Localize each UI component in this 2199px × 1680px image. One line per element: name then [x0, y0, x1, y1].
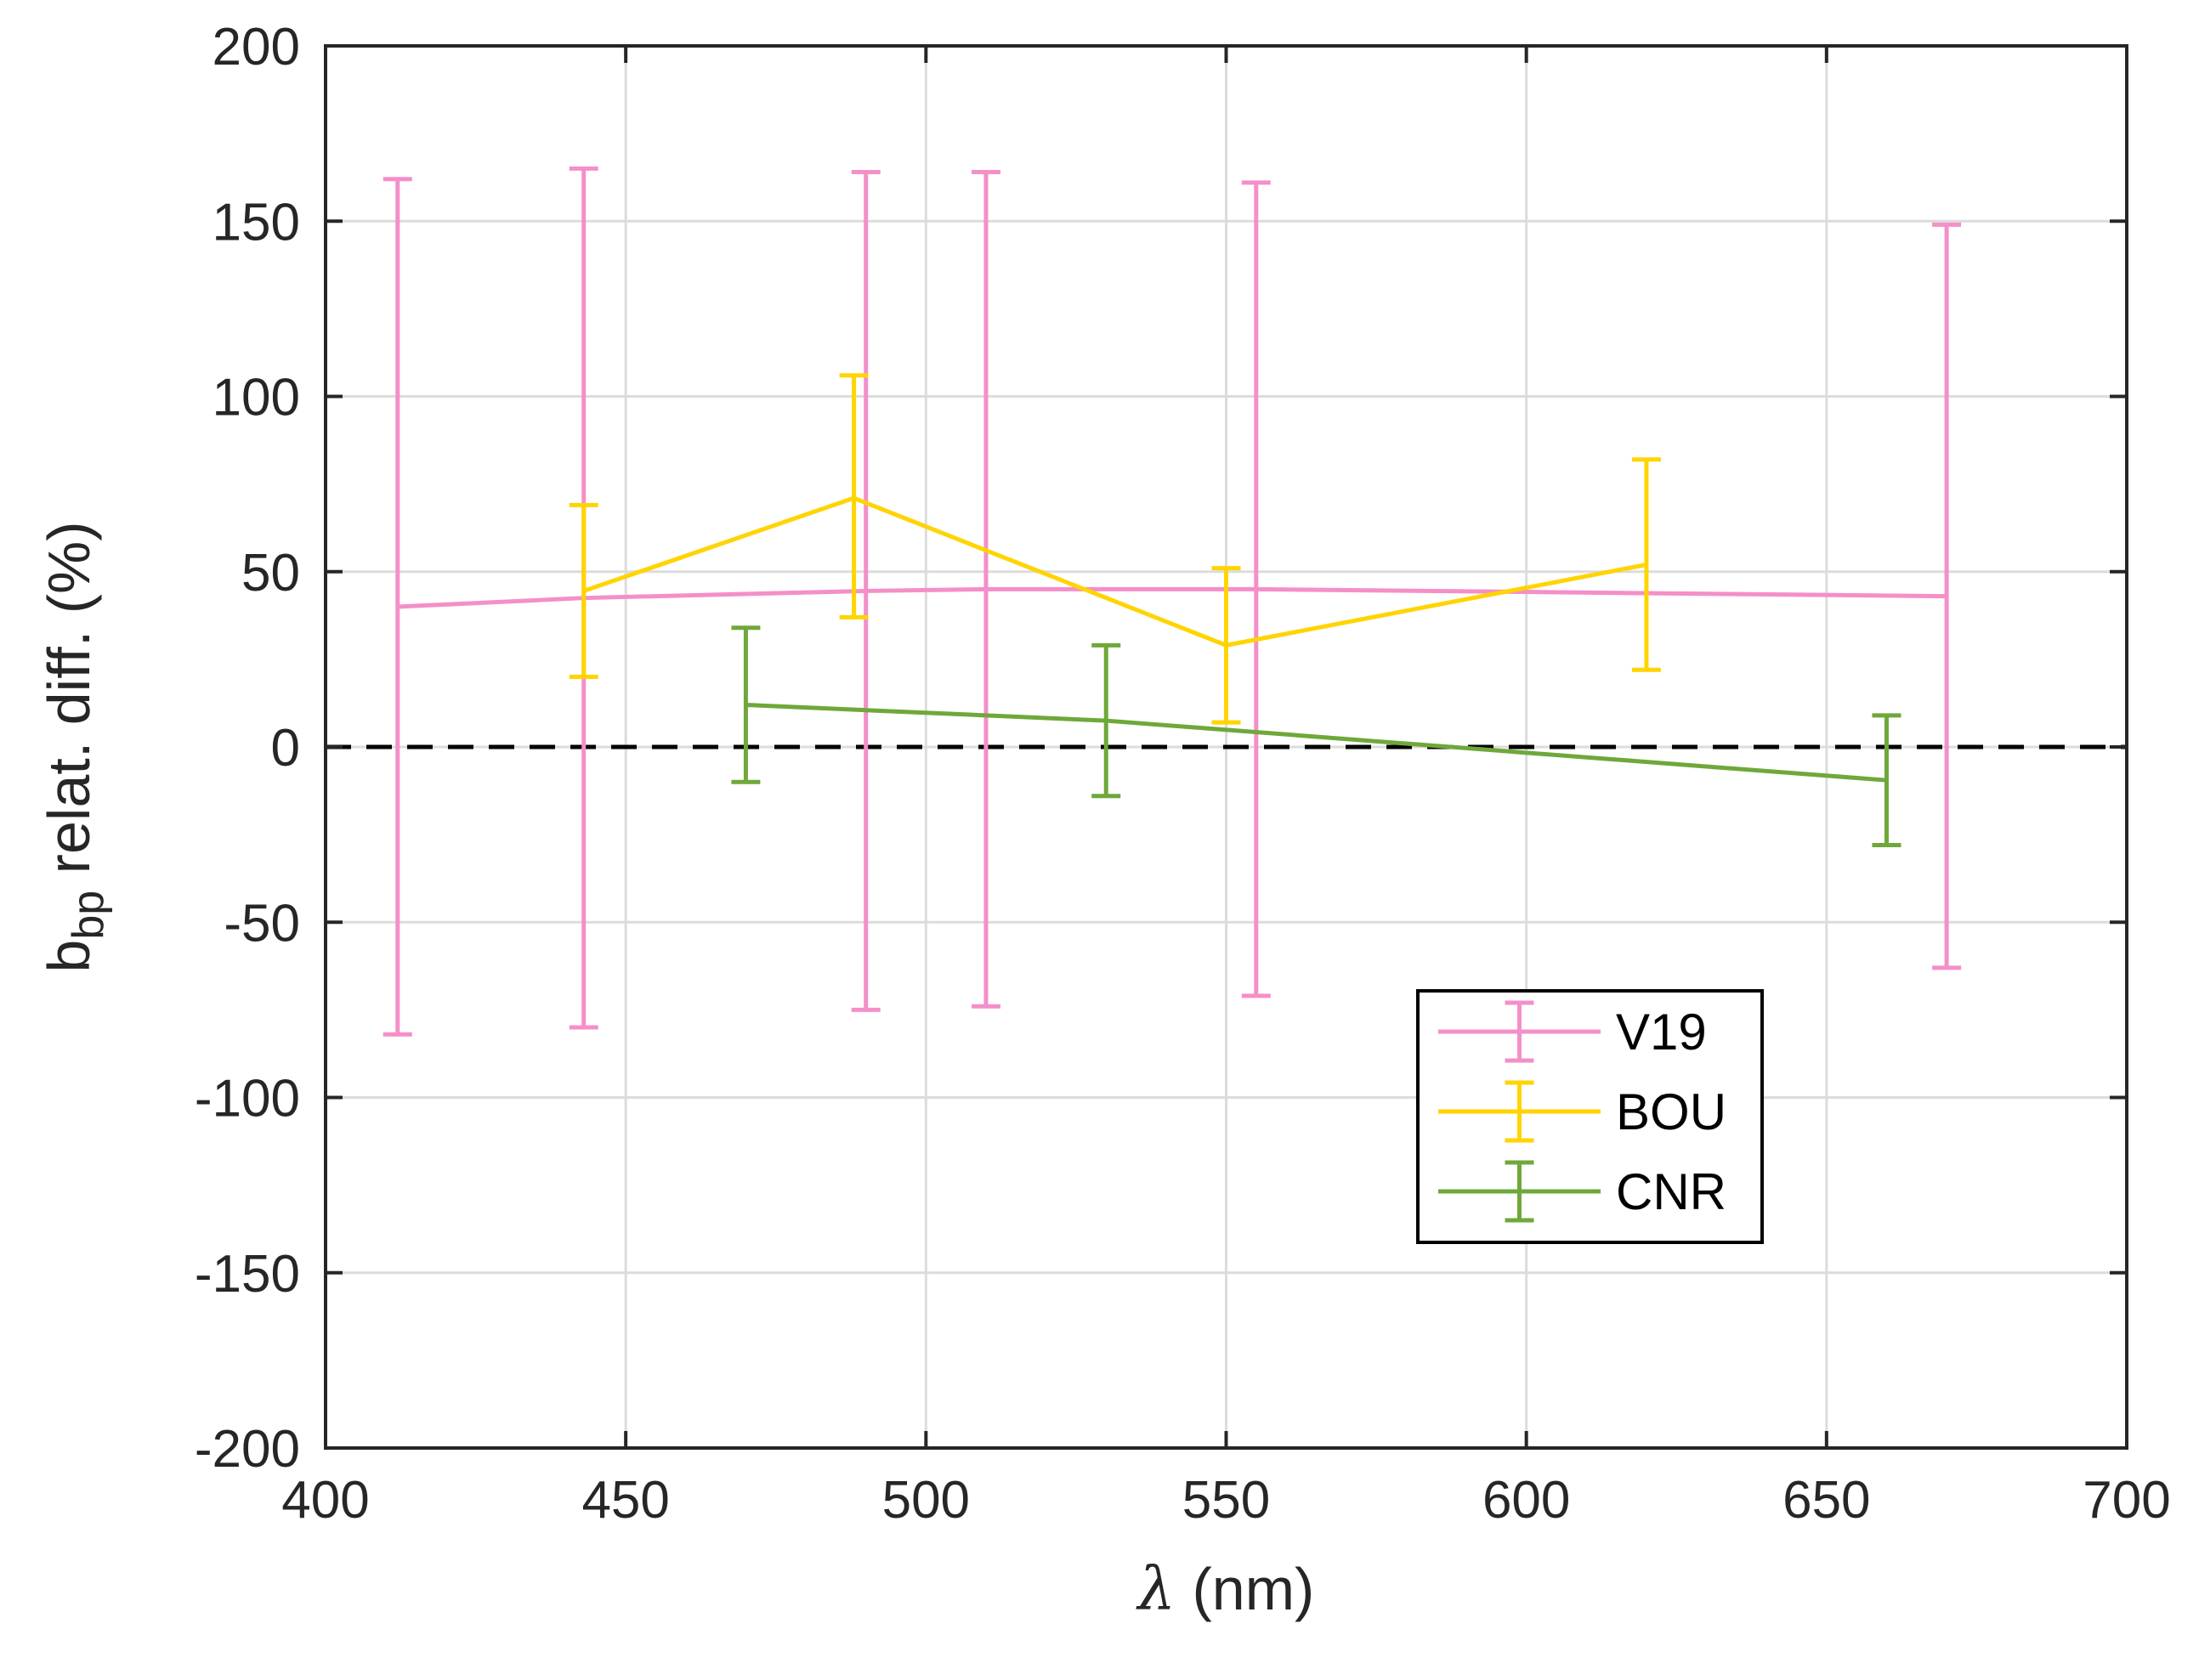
tick-layer: 400 450 500 550 600 650 700 -200 -150 -100 -50 0 50 1…	[195, 18, 2171, 1530]
y-tick-label: 200	[213, 18, 300, 76]
y-tick-label: 0	[271, 719, 300, 778]
x-tick-label: 600	[1482, 1471, 1570, 1530]
cnr-line	[745, 703, 1887, 783]
x-tick-label: 500	[882, 1471, 970, 1530]
y-axis-title: bbp relat. diff. (%)	[36, 521, 113, 972]
y-tick-label: -200	[195, 1420, 300, 1479]
x-tick-label: 400	[281, 1471, 369, 1530]
x-tick-label: 450	[581, 1471, 669, 1530]
y-axis-description: relat. diff. (%)	[36, 521, 102, 890]
x-tick-label: 700	[2083, 1471, 2170, 1530]
y-tick-label: 150	[213, 193, 300, 252]
series-bou	[569, 373, 1661, 725]
legend: V19 BOU CNR	[1416, 989, 1764, 1244]
y-tick-label: -150	[195, 1245, 300, 1304]
y-axis-symbol: b	[36, 940, 102, 973]
x-tick-label: 550	[1182, 1471, 1270, 1530]
series-layer	[383, 166, 1962, 1037]
series-cnr	[731, 625, 1901, 847]
bou-line	[582, 495, 1647, 648]
x-axis-title: λ (nm)	[1136, 1554, 1315, 1624]
y-tick-label: 100	[213, 369, 300, 427]
y-tick-label: -100	[195, 1070, 300, 1128]
x-axis-lambda-symbol: λ	[1136, 1554, 1176, 1624]
y-tick-label: -50	[224, 894, 300, 953]
v19-line	[397, 586, 1947, 609]
y-tick-label: 50	[241, 544, 300, 602]
x-axis-unit: (nm)	[1192, 1556, 1314, 1622]
x-tick-label: 650	[1782, 1471, 1870, 1530]
y-axis-subscript: bp	[64, 891, 113, 940]
legend-v19-label: V19	[1616, 1004, 1707, 1061]
legend-bou-label: BOU	[1616, 1083, 1726, 1140]
legend-cnr-label: CNR	[1616, 1163, 1726, 1220]
